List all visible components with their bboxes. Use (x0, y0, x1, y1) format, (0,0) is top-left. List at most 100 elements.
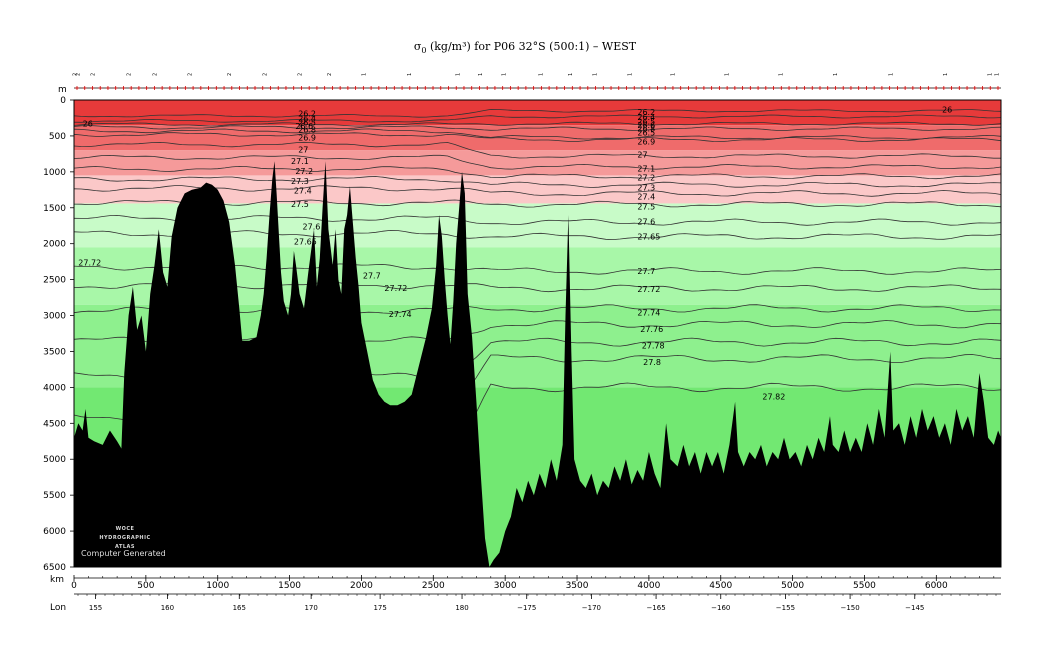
station-label: 1 (628, 73, 634, 76)
station-label: 2 (127, 73, 133, 76)
y-tick-label: 3500 (43, 347, 66, 357)
km-tick-label: 2500 (422, 581, 445, 591)
y-tick-label: 500 (49, 132, 66, 142)
contour-label: 26.6 (637, 121, 655, 130)
lon-tick-label: 165 (233, 604, 246, 612)
station-label: 1 (778, 73, 784, 76)
lon-tick-label: 180 (455, 604, 468, 612)
contour-label: 27.78 (642, 342, 665, 351)
station-label: 1 (888, 73, 894, 76)
contour-label: 26.9 (298, 133, 316, 142)
contour-label: 26.4 (298, 115, 316, 124)
contour-label: 26.5 (298, 118, 316, 127)
station-label: 2 (327, 73, 333, 76)
station-label: 2 (153, 73, 159, 76)
isopycnal-line (73, 141, 1001, 159)
contour-label: 26 (942, 105, 952, 114)
y-tick-label: 6500 (43, 563, 66, 573)
woce-watermark: WOCE HYDROGRAPHIC ATLAS (99, 526, 151, 550)
y-tick-label: 2500 (43, 276, 66, 286)
station-label: 1 (502, 73, 508, 76)
contour-label: 27.82 (762, 393, 785, 402)
km-tick-label: 4000 (637, 581, 660, 591)
contour-label: 27 (637, 151, 647, 160)
km-tick-label: 3500 (566, 581, 589, 591)
contour-label: 26.8 (298, 125, 316, 134)
km-tick-label: 3000 (494, 581, 517, 591)
station-label: 1 (995, 73, 1001, 76)
contour-label: 27.72 (78, 258, 101, 267)
contour-label: 27.4 (294, 187, 312, 196)
km-tick-label: 4500 (709, 581, 732, 591)
contour-label: 26.2 (298, 110, 316, 119)
station-label: 2 (73, 73, 79, 76)
station-label: 2 (262, 73, 268, 76)
contour-label: 27.7 (637, 267, 655, 276)
station-label: 1 (568, 73, 574, 76)
km-tick-label: 6000 (925, 581, 948, 591)
density-band (74, 175, 1001, 204)
contour-label: 27.5 (291, 200, 309, 209)
contour-label: 27.5 (637, 202, 655, 211)
contour-label: 26.8 (637, 125, 655, 134)
density-band (74, 150, 1001, 176)
station-label: 2 (298, 73, 304, 76)
station-label: 2 (91, 73, 97, 76)
station-label: 1 (988, 73, 994, 76)
contour-label: 27 (298, 146, 308, 155)
contour-label: 27.76 (640, 325, 663, 334)
isopycnal-line (73, 108, 1002, 118)
km-tick-label: 2000 (350, 581, 373, 591)
isopycnal-line (73, 154, 1002, 170)
y-tick-label: 6000 (43, 527, 66, 537)
station-label: 1 (943, 73, 949, 76)
station-label: 1 (362, 73, 368, 76)
plot-frame (73, 99, 1002, 568)
seafloor-bathymetry (74, 161, 1001, 567)
contour-label: 27.1 (291, 157, 309, 166)
km-tick-label: 1500 (278, 581, 301, 591)
contour-label: 26 (83, 120, 93, 129)
contour-label: 27.65 (637, 233, 660, 242)
contour-label: 26.5 (637, 118, 655, 127)
contour-label: 26.6 (295, 122, 313, 131)
y-tick-label: 1500 (43, 204, 66, 214)
contour-label: 27.6 (637, 217, 655, 226)
isopycnal-line (73, 132, 1002, 143)
computer-generated-label: Computer Generated (81, 549, 166, 558)
contour-label: 27.65 (294, 238, 317, 247)
lon-tick-label: 155 (89, 604, 102, 612)
km-axis-label: km (50, 575, 64, 585)
contour-label: 27.2 (295, 167, 313, 176)
contour-label: 27.72 (384, 284, 407, 293)
lon-tick-label: −145 (905, 604, 924, 612)
density-band (74, 125, 1001, 151)
contour-label: 27.3 (291, 177, 309, 186)
isopycnal-line (73, 214, 1002, 226)
lon-tick-label: −155 (776, 604, 795, 612)
station-label: 2 (227, 73, 233, 76)
station-label: 1 (538, 73, 544, 76)
contour-label: 27.7 (363, 271, 381, 280)
lon-tick-label: 170 (304, 604, 317, 612)
chart-title: σ0 (kg/m³) for P06 32°S (500:1) – WEST (413, 40, 637, 56)
contour-label: 27.3 (637, 184, 655, 193)
station-label: 2 (188, 73, 194, 76)
isopycnal-line (73, 165, 1002, 180)
km-tick-label: 0 (71, 581, 77, 591)
y-tick-label: 3000 (43, 312, 66, 322)
station-label: 1 (407, 73, 413, 76)
isopycnal-line (73, 176, 1002, 188)
contour-label: 27.1 (637, 164, 655, 173)
station-label: 1 (478, 73, 484, 76)
lon-tick-label: −175 (517, 604, 536, 612)
contour-label: 26.5 (637, 128, 655, 137)
y-tick-label: 4000 (43, 383, 66, 393)
km-tick-label: 5500 (853, 581, 876, 591)
contour-label: 26.2 (637, 108, 655, 117)
station-label: 1 (833, 73, 839, 76)
lon-tick-label: −170 (582, 604, 601, 612)
contour-label: 26.9 (637, 138, 655, 147)
lon-tick-label: −150 (840, 604, 859, 612)
